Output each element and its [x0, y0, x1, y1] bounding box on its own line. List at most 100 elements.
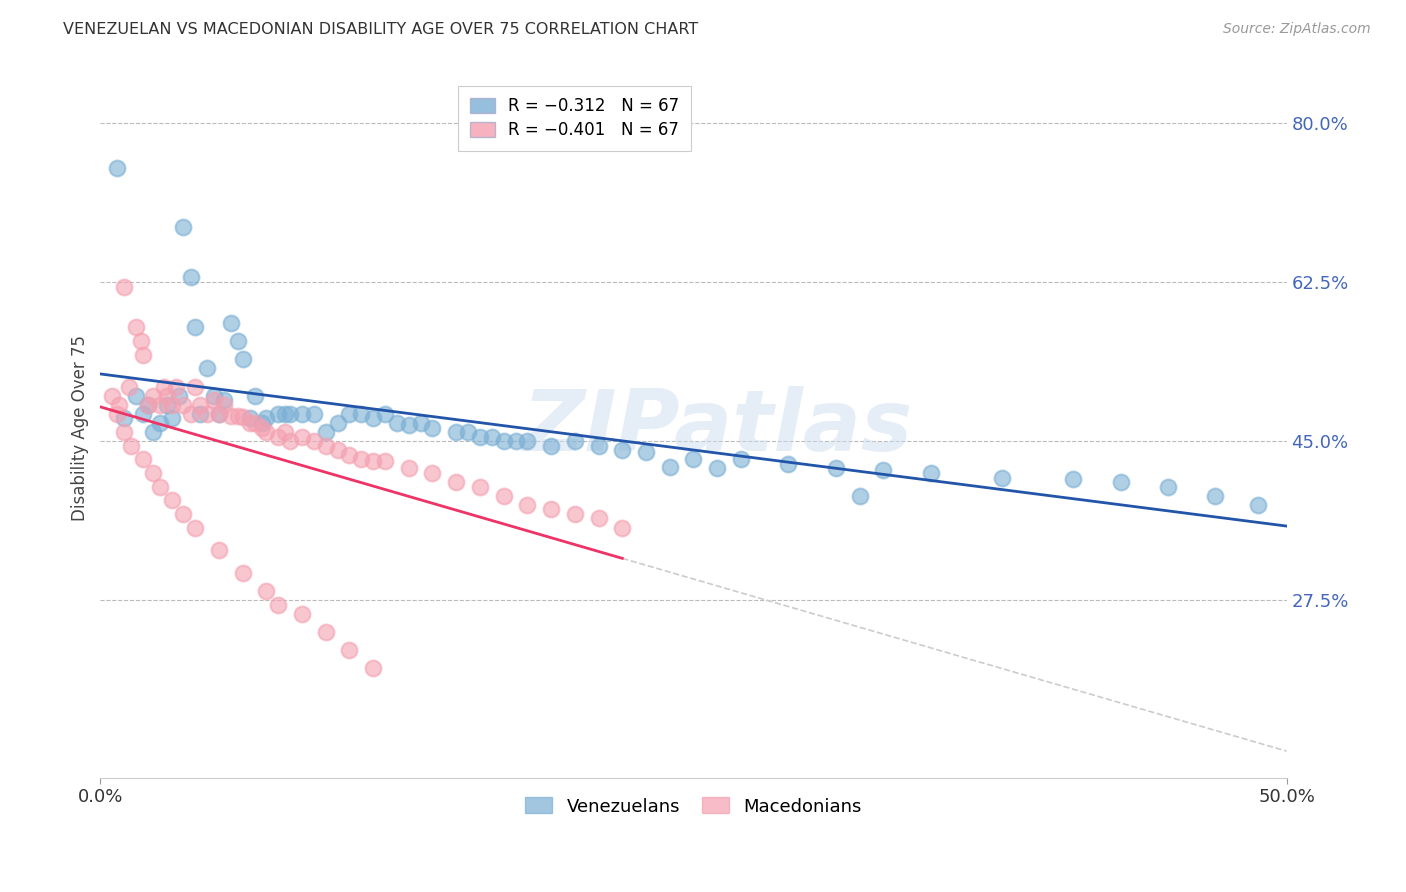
Point	[232, 566, 254, 580]
Point	[278, 434, 301, 449]
Point	[226, 334, 249, 348]
Point	[274, 407, 297, 421]
Point	[112, 279, 135, 293]
Point	[149, 398, 172, 412]
Point	[385, 416, 408, 430]
Point	[219, 316, 242, 330]
Point	[302, 434, 325, 449]
Point	[361, 411, 384, 425]
Point	[136, 398, 159, 412]
Point	[202, 393, 225, 408]
Point	[588, 511, 610, 525]
Point	[226, 409, 249, 423]
Point	[208, 543, 231, 558]
Point	[848, 489, 870, 503]
Point	[468, 429, 491, 443]
Point	[112, 425, 135, 439]
Point	[564, 434, 586, 449]
Point	[468, 480, 491, 494]
Point	[291, 607, 314, 621]
Point	[219, 409, 242, 423]
Point	[612, 443, 634, 458]
Point	[516, 498, 538, 512]
Point	[398, 417, 420, 432]
Point	[540, 502, 562, 516]
Point	[167, 389, 190, 403]
Point	[1062, 472, 1084, 486]
Point	[492, 434, 515, 449]
Point	[326, 416, 349, 430]
Point	[374, 454, 396, 468]
Point	[492, 489, 515, 503]
Point	[188, 407, 211, 421]
Point	[141, 466, 163, 480]
Point	[1157, 480, 1180, 494]
Point	[250, 416, 273, 430]
Point	[564, 507, 586, 521]
Point	[315, 625, 337, 640]
Point	[243, 416, 266, 430]
Point	[125, 389, 148, 403]
Point	[274, 425, 297, 439]
Point	[422, 466, 444, 480]
Point	[232, 410, 254, 425]
Point	[422, 420, 444, 434]
Point	[254, 411, 277, 425]
Point	[339, 448, 361, 462]
Point	[118, 379, 141, 393]
Point	[291, 429, 314, 443]
Point	[1247, 498, 1270, 512]
Point	[278, 407, 301, 421]
Point	[374, 407, 396, 421]
Point	[132, 348, 155, 362]
Point	[824, 461, 846, 475]
Point	[302, 407, 325, 421]
Point	[160, 411, 183, 425]
Point	[730, 452, 752, 467]
Point	[326, 443, 349, 458]
Point	[188, 398, 211, 412]
Point	[132, 452, 155, 467]
Point	[361, 454, 384, 468]
Point	[612, 520, 634, 534]
Point	[540, 439, 562, 453]
Point	[120, 439, 142, 453]
Point	[141, 425, 163, 439]
Point	[444, 425, 467, 439]
Point	[208, 407, 231, 421]
Point	[634, 445, 657, 459]
Point	[184, 379, 207, 393]
Point	[339, 643, 361, 657]
Point	[202, 389, 225, 403]
Y-axis label: Disability Age Over 75: Disability Age Over 75	[72, 334, 89, 521]
Point	[125, 320, 148, 334]
Point	[212, 393, 235, 408]
Point	[239, 416, 262, 430]
Point	[254, 584, 277, 599]
Point	[481, 429, 503, 443]
Point	[444, 475, 467, 489]
Point	[160, 398, 183, 412]
Point	[267, 429, 290, 443]
Point	[141, 389, 163, 403]
Point	[250, 420, 273, 434]
Point	[658, 459, 681, 474]
Point	[165, 379, 187, 393]
Point	[101, 389, 124, 403]
Point	[409, 416, 432, 430]
Point	[212, 398, 235, 412]
Point	[350, 452, 373, 467]
Point	[184, 520, 207, 534]
Point	[172, 220, 194, 235]
Point	[243, 389, 266, 403]
Point	[179, 270, 201, 285]
Point	[315, 439, 337, 453]
Point	[267, 598, 290, 612]
Text: ZIPatlas: ZIPatlas	[522, 386, 912, 469]
Point	[105, 407, 128, 421]
Point	[350, 407, 373, 421]
Point	[149, 480, 172, 494]
Point	[160, 493, 183, 508]
Point	[153, 379, 176, 393]
Point	[105, 161, 128, 176]
